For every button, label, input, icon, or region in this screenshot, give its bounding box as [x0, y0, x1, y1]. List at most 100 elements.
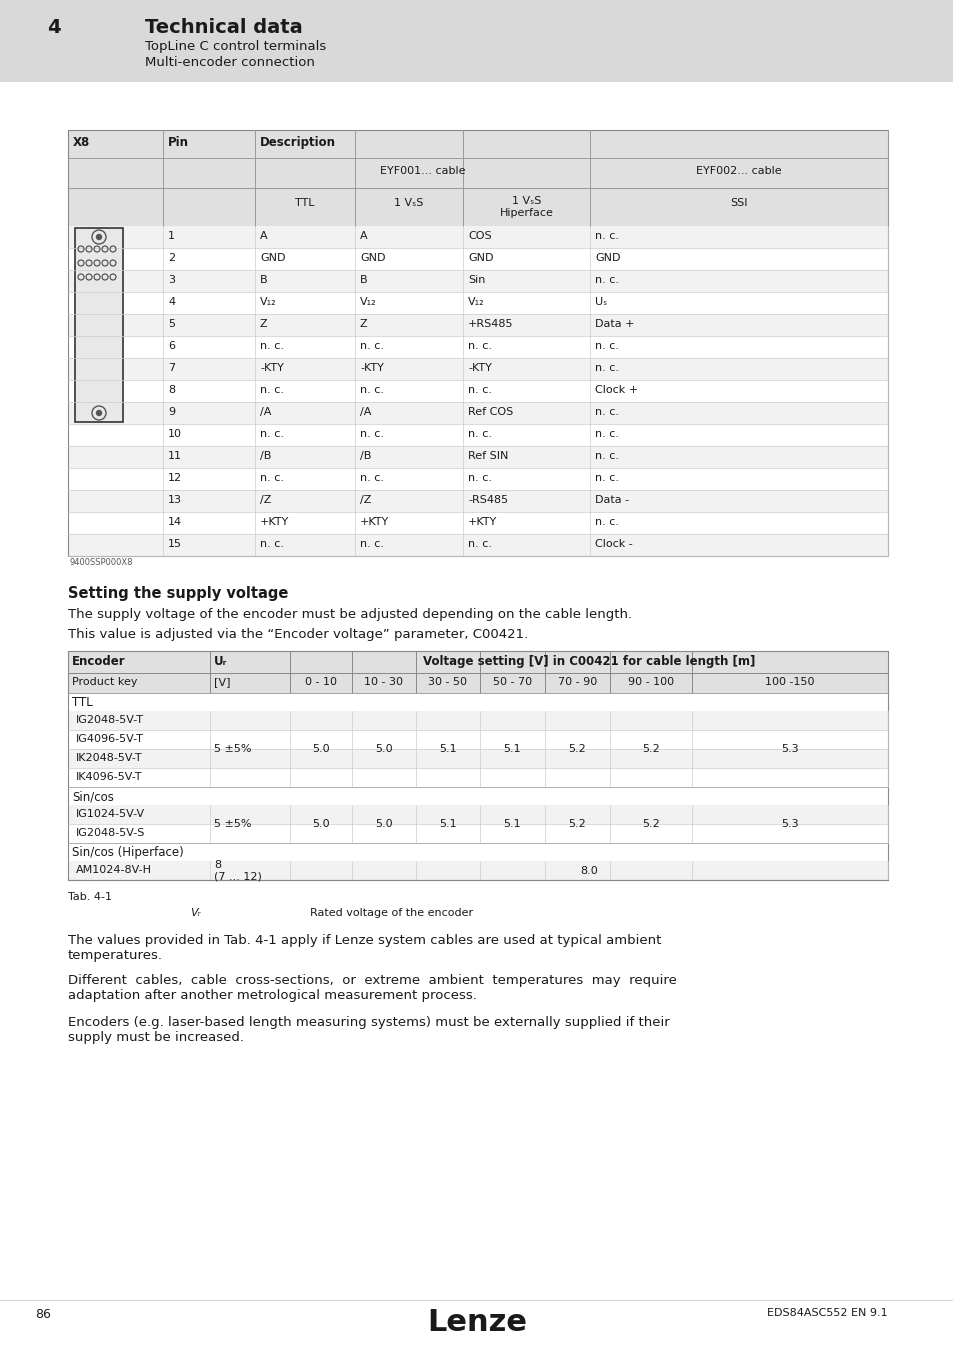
Text: +RS485: +RS485 — [468, 319, 513, 329]
Text: 9: 9 — [168, 406, 175, 417]
Bar — [68, 468, 887, 490]
Text: SSI: SSI — [729, 198, 747, 208]
Text: V₁₂: V₁₂ — [260, 297, 276, 306]
Text: 6: 6 — [168, 342, 174, 351]
Text: n. c.: n. c. — [595, 517, 618, 526]
Text: 5.0: 5.0 — [375, 819, 393, 829]
Text: 100 -150: 100 -150 — [764, 676, 814, 687]
Text: Rated voltage of the encoder: Rated voltage of the encoder — [310, 909, 473, 918]
Text: 90 - 100: 90 - 100 — [627, 676, 674, 687]
Text: Uₛ: Uₛ — [595, 297, 607, 306]
Text: IG1024-5V-V: IG1024-5V-V — [76, 809, 145, 819]
Bar — [68, 711, 887, 730]
Text: Z: Z — [359, 319, 367, 329]
Text: n. c.: n. c. — [260, 342, 284, 351]
Bar — [68, 225, 887, 248]
Text: 5.1: 5.1 — [503, 744, 520, 755]
Text: EDS84ASC552 EN 9.1: EDS84ASC552 EN 9.1 — [766, 1308, 887, 1318]
Text: TopLine C control terminals: TopLine C control terminals — [145, 40, 326, 53]
Text: 10 - 30: 10 - 30 — [364, 676, 403, 687]
Text: 13: 13 — [168, 495, 182, 505]
Text: Encoder: Encoder — [71, 655, 126, 668]
Text: Sin/cos: Sin/cos — [71, 790, 113, 803]
Text: 5.1: 5.1 — [438, 744, 456, 755]
Text: TTL: TTL — [294, 198, 314, 208]
Bar — [68, 861, 887, 880]
Text: Ref COS: Ref COS — [468, 406, 513, 417]
Circle shape — [96, 235, 101, 239]
Circle shape — [96, 410, 101, 416]
Text: n. c.: n. c. — [468, 472, 492, 483]
Text: n. c.: n. c. — [595, 451, 618, 460]
Bar — [68, 130, 887, 225]
Text: n. c.: n. c. — [260, 385, 284, 396]
Text: /A: /A — [260, 406, 271, 417]
Text: Ref SIN: Ref SIN — [468, 451, 508, 460]
Text: IG2048-5V-T: IG2048-5V-T — [76, 716, 144, 725]
Text: n. c.: n. c. — [359, 429, 384, 439]
Text: n. c.: n. c. — [260, 429, 284, 439]
Bar — [68, 693, 887, 711]
Bar — [68, 379, 887, 402]
Text: n. c.: n. c. — [359, 342, 384, 351]
Bar — [68, 270, 887, 292]
Text: Technical data: Technical data — [145, 18, 302, 36]
Text: 5.1: 5.1 — [438, 819, 456, 829]
Text: 5.2: 5.2 — [641, 744, 659, 755]
Text: IK2048-5V-T: IK2048-5V-T — [76, 753, 143, 763]
Text: /B: /B — [260, 451, 271, 460]
Bar — [68, 824, 887, 842]
Text: GND: GND — [359, 252, 385, 263]
Text: 14: 14 — [168, 517, 182, 526]
Text: 12: 12 — [168, 472, 182, 483]
Text: GND: GND — [595, 252, 619, 263]
Bar — [75, 228, 123, 423]
Text: +KTY: +KTY — [468, 517, 497, 526]
Text: The values provided in Tab. 4-1 apply if Lenze system cables are used at typical: The values provided in Tab. 4-1 apply if… — [68, 934, 660, 963]
Text: V₁₂: V₁₂ — [359, 297, 376, 306]
Bar — [68, 749, 887, 768]
Text: X8: X8 — [73, 136, 91, 148]
Text: Product key: Product key — [71, 676, 137, 687]
Bar — [68, 512, 887, 535]
Text: +KTY: +KTY — [359, 517, 389, 526]
Text: 9400SSP000X8: 9400SSP000X8 — [70, 558, 133, 567]
Text: IG4096-5V-T: IG4096-5V-T — [76, 734, 144, 744]
Bar — [68, 446, 887, 468]
Text: Setting the supply voltage: Setting the supply voltage — [68, 586, 288, 601]
Bar — [68, 535, 887, 556]
Text: A: A — [260, 231, 268, 242]
Text: n. c.: n. c. — [468, 342, 492, 351]
Bar — [68, 787, 887, 805]
Text: AM1024-8V-H: AM1024-8V-H — [76, 865, 152, 875]
Text: EYF002... cable: EYF002... cable — [696, 166, 781, 176]
Bar — [68, 674, 887, 693]
Text: 8: 8 — [168, 385, 175, 396]
Text: The supply voltage of the encoder must be adjusted depending on the cable length: The supply voltage of the encoder must b… — [68, 608, 632, 621]
Text: GND: GND — [468, 252, 493, 263]
Text: Sin: Sin — [468, 275, 485, 285]
Bar — [68, 768, 887, 787]
Text: /A: /A — [359, 406, 371, 417]
Text: -KTY: -KTY — [359, 363, 383, 373]
Text: V₁₂: V₁₂ — [468, 297, 484, 306]
Text: n. c.: n. c. — [595, 429, 618, 439]
Text: Clock +: Clock + — [595, 385, 638, 396]
Text: n. c.: n. c. — [595, 472, 618, 483]
Text: GND: GND — [260, 252, 285, 263]
Text: +KTY: +KTY — [260, 517, 289, 526]
Text: /Z: /Z — [359, 495, 371, 505]
Text: Encoders (e.g. laser-based length measuring systems) must be externally supplied: Encoders (e.g. laser-based length measur… — [68, 1017, 669, 1044]
Text: 8
(7 ... 12): 8 (7 ... 12) — [213, 860, 262, 882]
Bar — [68, 315, 887, 336]
Text: Voltage setting [V] in C00421 for cable length [m]: Voltage setting [V] in C00421 for cable … — [422, 655, 755, 668]
Text: Sin/cos (Hiperface): Sin/cos (Hiperface) — [71, 846, 184, 859]
Text: n. c.: n. c. — [359, 385, 384, 396]
Text: n. c.: n. c. — [359, 539, 384, 549]
Text: Tab. 4-1: Tab. 4-1 — [68, 892, 112, 902]
Text: A: A — [359, 231, 367, 242]
Text: 11: 11 — [168, 451, 182, 460]
Bar — [68, 358, 887, 379]
Text: 5.0: 5.0 — [312, 819, 330, 829]
Text: 5.0: 5.0 — [312, 744, 330, 755]
